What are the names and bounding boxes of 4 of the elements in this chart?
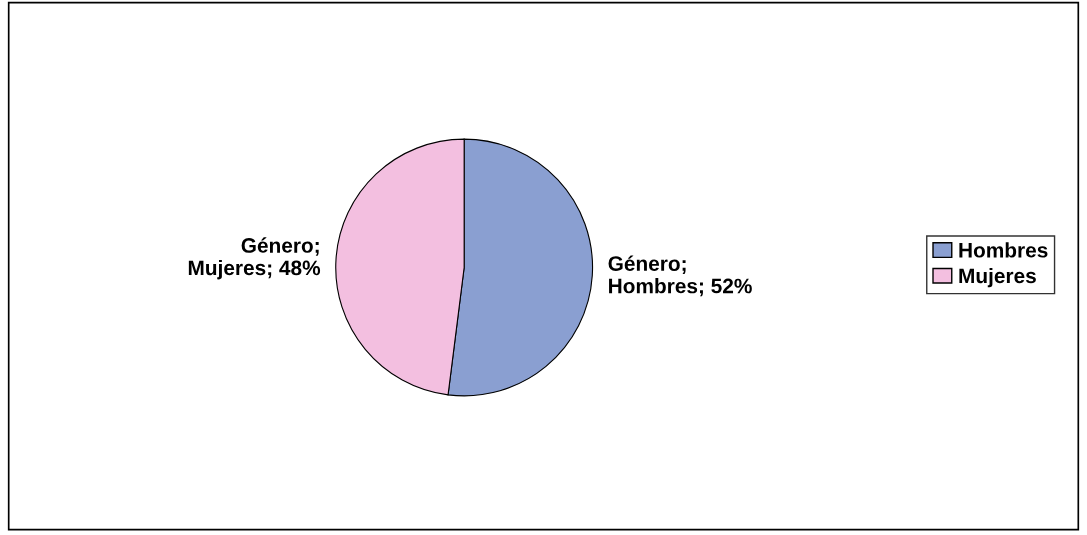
data-label: Género; Hombres; 52% <box>608 255 752 297</box>
legend-label: Mujeres <box>959 267 1036 288</box>
legend-label: Hombres <box>959 242 1048 258</box>
data-label: Género; Mujeres; 48% <box>188 237 321 280</box>
